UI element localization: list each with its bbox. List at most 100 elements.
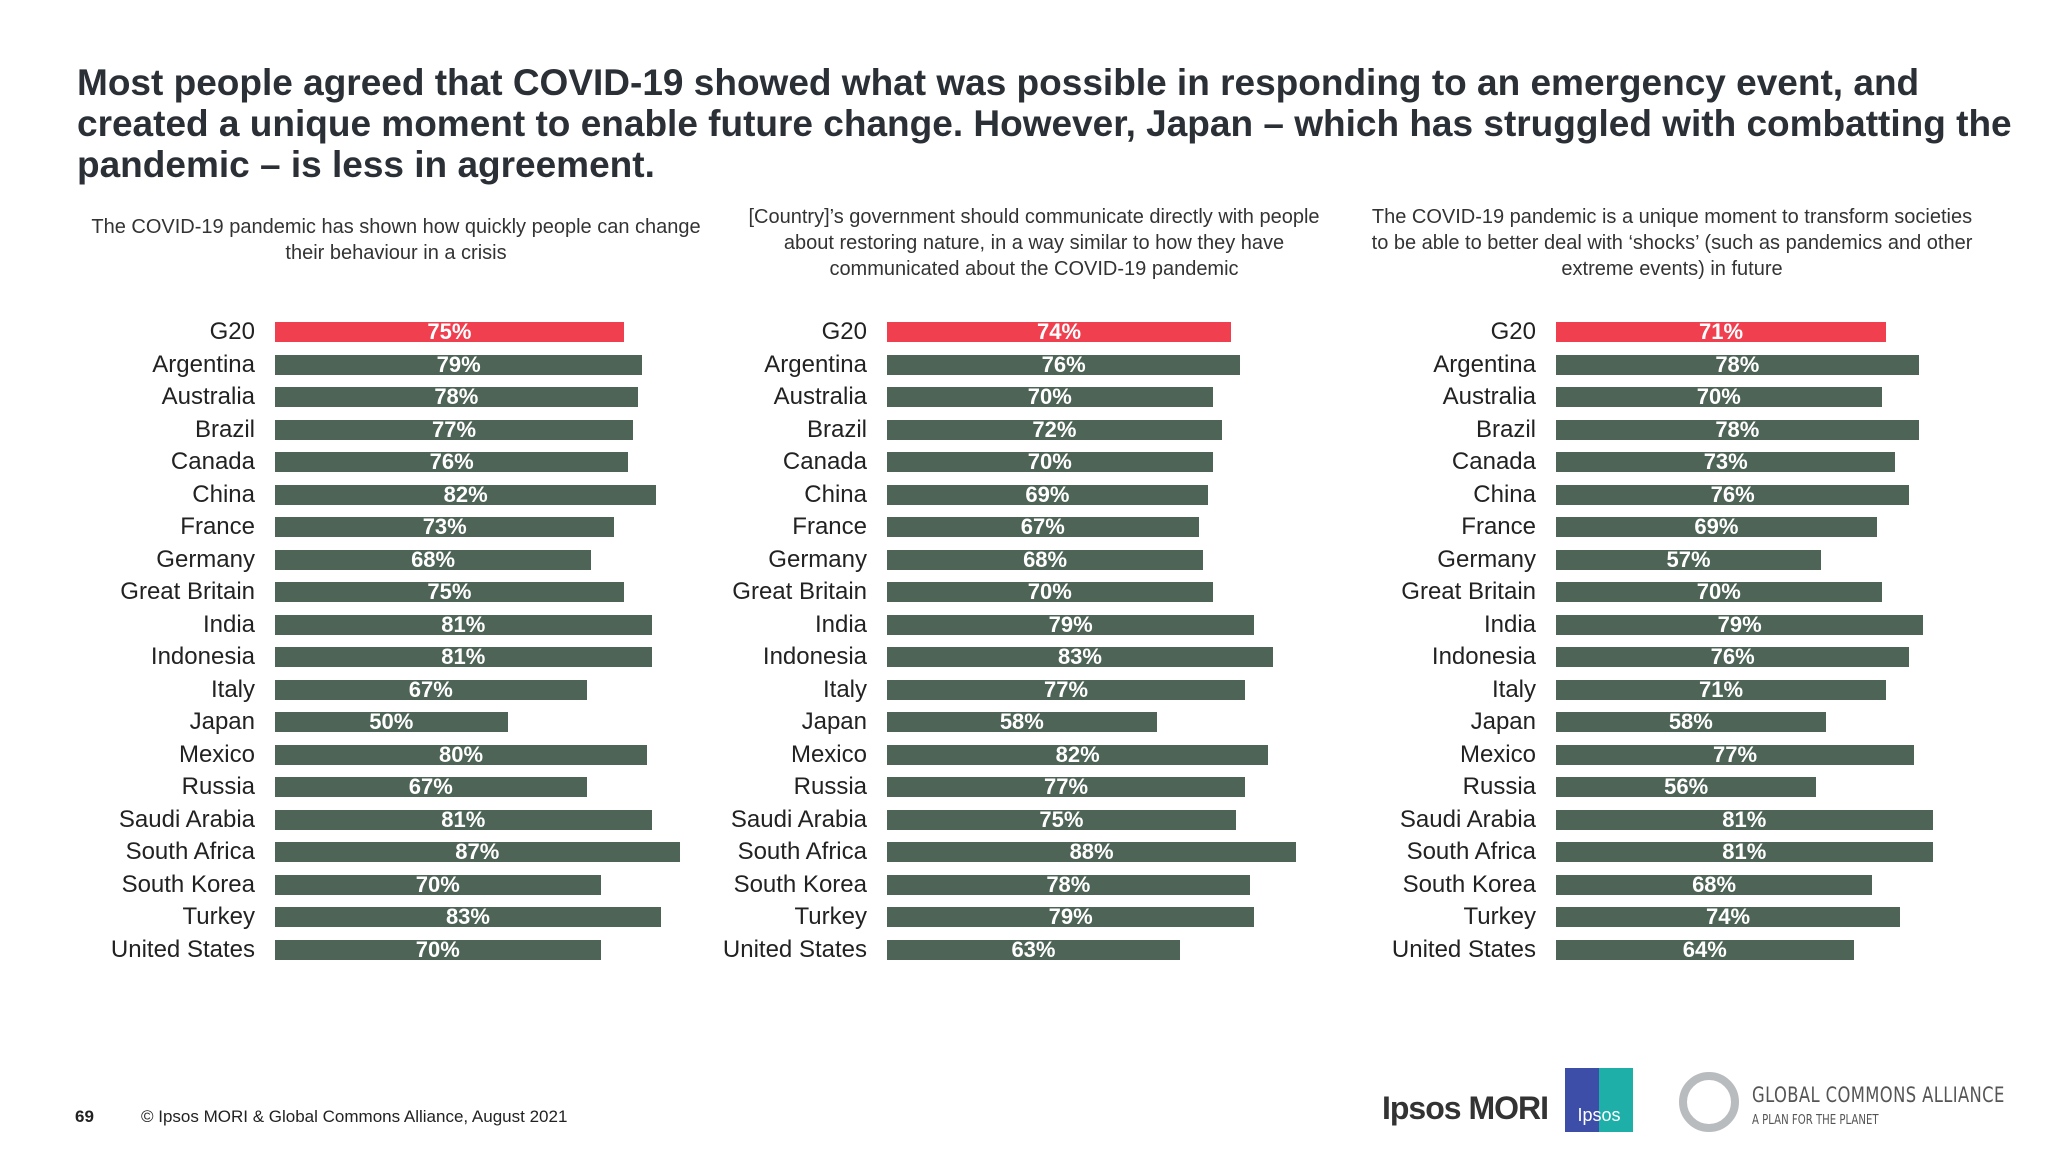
value-label: 78% bbox=[434, 384, 479, 409]
value-label: 70% bbox=[415, 871, 460, 897]
bar-row: France 69% bbox=[1362, 511, 1982, 543]
category-label: Turkey bbox=[182, 903, 255, 930]
category-label: Saudi Arabia bbox=[1399, 805, 1536, 833]
category-label: Russia bbox=[793, 773, 867, 800]
bar-row: South Korea 70% bbox=[86, 869, 706, 901]
bar bbox=[1556, 484, 1910, 505]
value-label: 76% bbox=[429, 449, 474, 474]
bar-row: Mexico 77% bbox=[1362, 739, 1982, 771]
category-label: India bbox=[814, 610, 867, 638]
bar-row: Great Britain 70% bbox=[1362, 576, 1982, 608]
category-label: Japan bbox=[189, 708, 255, 735]
bar bbox=[275, 647, 652, 667]
bar-row: Russia 77% bbox=[724, 771, 1344, 803]
value-label: 74% bbox=[1037, 319, 1082, 344]
category-label: G20 bbox=[821, 318, 867, 345]
bar bbox=[1556, 419, 1919, 440]
category-label: Japan bbox=[801, 708, 867, 735]
bar bbox=[887, 549, 1204, 570]
category-label: Brazil bbox=[806, 415, 867, 443]
category-label: Australia bbox=[161, 383, 255, 410]
value-label: 77% bbox=[1712, 741, 1758, 767]
bar bbox=[887, 452, 1213, 472]
bar-row: Russia 56% bbox=[1362, 771, 1982, 803]
bar bbox=[275, 387, 638, 407]
chart-title: The COVID-19 pandemic is a unique moment… bbox=[1371, 206, 1973, 280]
ipsos-logo-text: Ipsos bbox=[1577, 1105, 1621, 1125]
value-label: 68% bbox=[1692, 871, 1737, 897]
bar-row: Saudi Arabia 81% bbox=[86, 804, 706, 836]
value-label: 78% bbox=[1715, 416, 1760, 442]
category-label: France bbox=[180, 513, 255, 540]
value-label: 81% bbox=[441, 644, 486, 669]
value-label: 74% bbox=[1706, 904, 1751, 929]
category-label: Great Britain bbox=[732, 578, 867, 605]
gca-logo-name: GLOBAL COMMONS ALLIANCE bbox=[1752, 1083, 2005, 1107]
value-label: 70% bbox=[415, 936, 460, 962]
category-label: Indonesia bbox=[1431, 643, 1536, 670]
bar-row: South Korea 78% bbox=[724, 869, 1344, 901]
value-label: 58% bbox=[999, 709, 1044, 734]
value-label: 69% bbox=[1025, 481, 1070, 507]
value-label: 81% bbox=[441, 806, 486, 832]
value-label: 70% bbox=[1027, 579, 1072, 604]
category-label: Germany bbox=[156, 545, 255, 573]
bar bbox=[1556, 452, 1896, 472]
category-label: Canada bbox=[1451, 448, 1536, 475]
bar-row: China 69% bbox=[724, 479, 1344, 511]
category-label: Germany bbox=[1437, 545, 1536, 573]
bar-row: Indonesia 76% bbox=[1362, 641, 1982, 673]
bar bbox=[1556, 907, 1901, 927]
value-label: 70% bbox=[1027, 449, 1072, 474]
category-label: Italy bbox=[1491, 675, 1536, 703]
bar-row: Argentina 79% bbox=[86, 349, 706, 381]
value-label: 77% bbox=[431, 416, 477, 442]
bar bbox=[1556, 614, 1924, 635]
bar bbox=[275, 939, 601, 960]
value-label: 76% bbox=[1710, 644, 1755, 669]
value-label: 58% bbox=[1668, 709, 1713, 734]
bar-row: South Africa 88% bbox=[724, 836, 1344, 868]
bar bbox=[887, 809, 1236, 830]
category-label: Indonesia bbox=[150, 643, 255, 670]
category-label: G20 bbox=[209, 318, 255, 345]
value-label: 63% bbox=[1011, 936, 1056, 962]
bar-row: Canada 73% bbox=[1362, 446, 1982, 478]
bar bbox=[275, 777, 587, 797]
bar-row: Italy 77% bbox=[724, 674, 1344, 706]
bar-row: South Africa 81% bbox=[1362, 836, 1982, 868]
value-label: 73% bbox=[1703, 449, 1748, 474]
category-label: France bbox=[792, 513, 867, 540]
bar bbox=[887, 842, 1297, 862]
bar bbox=[887, 387, 1213, 407]
category-label: India bbox=[202, 610, 255, 638]
category-label: Japan bbox=[1470, 708, 1536, 735]
value-label: 56% bbox=[1664, 774, 1709, 799]
value-label: 69% bbox=[1694, 514, 1739, 539]
value-label: 87% bbox=[455, 839, 500, 864]
category-label: Brazil bbox=[194, 415, 255, 443]
value-label: 70% bbox=[1696, 579, 1741, 604]
value-label: 77% bbox=[1043, 774, 1089, 799]
bar bbox=[275, 874, 601, 895]
value-label: 78% bbox=[1046, 871, 1091, 897]
bar-row: South Africa 87% bbox=[86, 836, 706, 868]
bar bbox=[887, 777, 1246, 797]
category-label: G20 bbox=[1490, 318, 1536, 345]
value-label: 81% bbox=[1722, 839, 1767, 864]
category-label: Canada bbox=[170, 448, 255, 475]
copyright: © Ipsos MORI & Global Commons Alliance, … bbox=[141, 1107, 568, 1126]
category-label: France bbox=[1461, 513, 1536, 540]
value-label: 79% bbox=[1048, 904, 1093, 929]
value-label: 70% bbox=[1027, 384, 1072, 409]
value-label: 68% bbox=[1023, 546, 1068, 572]
bar-row: Great Britain 70% bbox=[724, 576, 1344, 608]
value-label: 67% bbox=[1020, 514, 1065, 539]
value-label: 79% bbox=[436, 351, 481, 377]
bar bbox=[275, 517, 615, 537]
bar-row: Germany 57% bbox=[1362, 544, 1982, 576]
value-label: 75% bbox=[1039, 806, 1084, 832]
bar bbox=[1556, 679, 1887, 700]
bar bbox=[887, 517, 1199, 537]
category-label: Argentina bbox=[1433, 350, 1536, 378]
